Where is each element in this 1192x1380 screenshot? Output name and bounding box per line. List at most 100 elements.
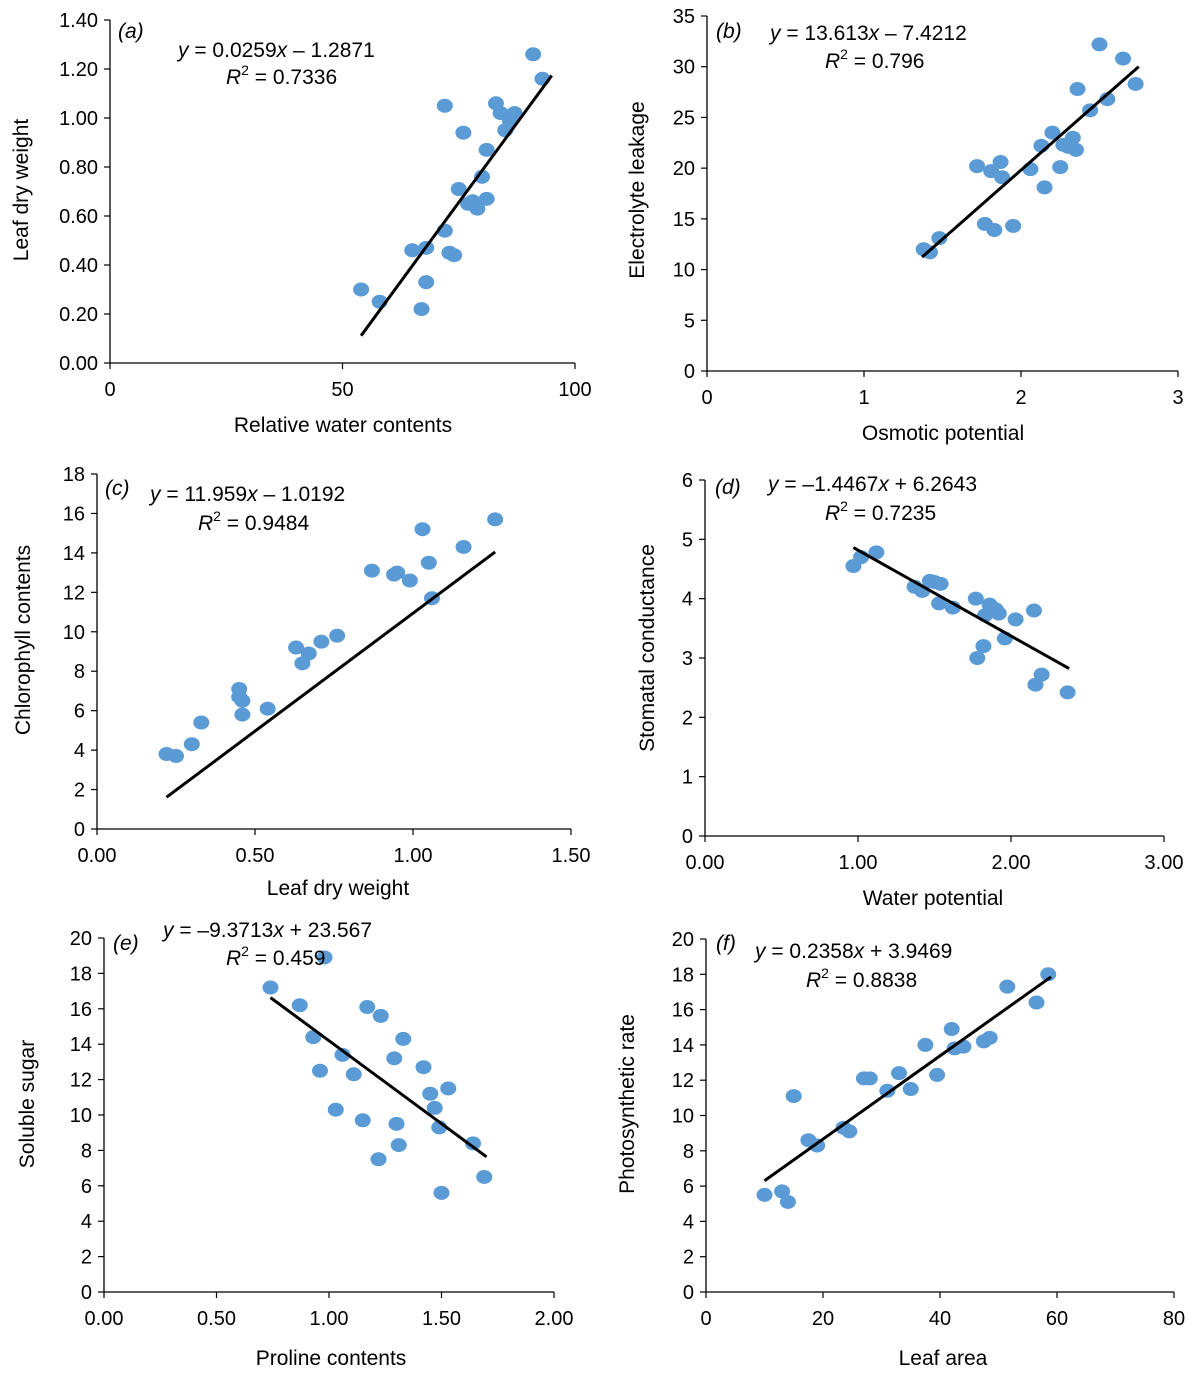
data-point	[879, 1083, 896, 1098]
y-tick-label: 0	[684, 361, 695, 383]
panel-label: (e)	[113, 932, 139, 955]
data-point	[440, 1081, 457, 1096]
x-tick-label: 50	[331, 379, 353, 401]
x-tick-label: 1.00	[310, 1308, 349, 1330]
data-point	[1044, 125, 1061, 140]
data-point	[841, 1124, 858, 1139]
x-tick-label: 0.00	[686, 852, 725, 874]
y-tick-label: 0.20	[59, 304, 98, 326]
data-point	[981, 1030, 998, 1045]
r-squared: R2 = 0.8838	[806, 965, 917, 992]
data-point	[422, 1086, 439, 1101]
data-point	[234, 693, 251, 708]
y-tick-label: 10	[70, 1105, 92, 1127]
data-point	[231, 681, 248, 696]
data-point	[990, 606, 1007, 621]
regression-equation: y = 11.959x – 1.0192	[148, 483, 345, 506]
chart-panel-a: 0.00 0.20 0.40 0.60 0.80 1.00 1.20 1.40 0 50 100 Re…	[10, 10, 592, 437]
data-point	[969, 159, 986, 174]
data-point	[487, 512, 504, 527]
x-tick-label: 2.00	[992, 852, 1031, 874]
x-axis-label: Leaf area	[899, 1347, 988, 1370]
data-point	[785, 1089, 802, 1104]
data-point	[316, 950, 333, 965]
y-axis-label: Electrolyte leakage	[626, 101, 649, 278]
data-point	[1022, 162, 1039, 177]
y-tick-label: 30	[673, 57, 695, 79]
data-point	[1069, 82, 1086, 97]
x-axis-label: Leaf dry weight	[267, 877, 410, 900]
data-point	[861, 1071, 878, 1086]
y-tick-label: 1	[682, 767, 693, 789]
data-point	[891, 1066, 908, 1081]
data-point	[756, 1187, 773, 1202]
data-point	[1036, 180, 1053, 195]
y-tick-label: 8	[74, 661, 85, 683]
y-tick-label: 1.40	[59, 10, 98, 32]
x-tick-label: 0.00	[85, 1308, 124, 1330]
trendline	[921, 65, 1140, 259]
panel-label: (c)	[105, 477, 130, 500]
y-tick-label: 4	[74, 740, 85, 762]
x-tick-label: 1.50	[552, 845, 591, 867]
y-tick-label: 6	[683, 1176, 694, 1198]
r-squared: R2 = 0.7235	[825, 498, 936, 525]
x-axis-label: Osmotic potential	[862, 422, 1024, 445]
y-tick-label: 20	[672, 929, 694, 951]
y-tick-label: 14	[672, 1035, 694, 1057]
data-point	[1059, 685, 1076, 700]
data-point	[986, 223, 1003, 238]
data-point	[868, 545, 885, 560]
data-point	[1025, 603, 1042, 618]
data-point	[1127, 76, 1144, 91]
y-tick-label: 15	[673, 209, 695, 231]
data-point	[1064, 130, 1081, 145]
data-point	[476, 1169, 493, 1184]
chart-panel-f: 0 2 4 6 8 10 12 14 16 18 20 0 20 40 60 80 Leaf area Photo…	[616, 929, 1185, 1370]
y-tick-label: 10	[672, 1106, 694, 1128]
data-point	[999, 979, 1016, 994]
data-point	[932, 576, 949, 591]
data-point	[415, 1060, 432, 1075]
y-axis-label: Leaf dry weight	[10, 119, 33, 262]
data-point	[354, 1113, 371, 1128]
y-tick-label: 2	[74, 780, 85, 802]
data-point	[478, 191, 495, 206]
data-point	[992, 155, 1009, 170]
data-point	[994, 170, 1011, 185]
data-point	[401, 573, 418, 588]
chart-panel-c: 0 2 4 6 8 10 12 14 16 18 0.00 0.50 1.00 1.50 Leaf dry …	[12, 464, 590, 900]
y-tick-label: 6	[81, 1176, 92, 1198]
data-point	[1007, 612, 1024, 627]
data-point	[1067, 142, 1084, 157]
data-point	[345, 1067, 362, 1082]
x-tick-label: 40	[929, 1308, 951, 1330]
data-point	[967, 591, 984, 606]
y-axis-label: Photosynthetic rate	[616, 1014, 639, 1194]
data-point	[774, 1184, 791, 1199]
chart-panel-b: 0 5 10 15 20 25 30 35 0 1 2 3 Osmotic potential Elect…	[626, 6, 1184, 445]
data-point	[370, 1152, 387, 1167]
data-point	[478, 142, 495, 157]
data-point	[436, 98, 453, 113]
data-point	[414, 522, 431, 537]
data-point	[359, 1000, 376, 1015]
data-point	[921, 245, 938, 260]
regression-equation: y = –9.3713x + 23.567	[161, 919, 372, 942]
r-squared: R2 = 0.459	[226, 943, 325, 970]
data-point	[313, 634, 330, 649]
data-point	[418, 275, 435, 290]
data-point	[446, 248, 463, 263]
data-point	[469, 201, 486, 216]
y-tick-label: 0	[683, 1282, 694, 1304]
y-tick-label: 0	[682, 826, 693, 848]
y-tick-label: 0	[74, 819, 85, 841]
y-tick-label: 12	[70, 1070, 92, 1092]
panel-label: (b)	[716, 20, 742, 43]
x-tick-label: 100	[558, 379, 591, 401]
trendline	[165, 550, 497, 799]
trendline	[359, 74, 553, 337]
y-tick-label: 14	[63, 543, 85, 565]
panel-label: (a)	[118, 20, 144, 43]
